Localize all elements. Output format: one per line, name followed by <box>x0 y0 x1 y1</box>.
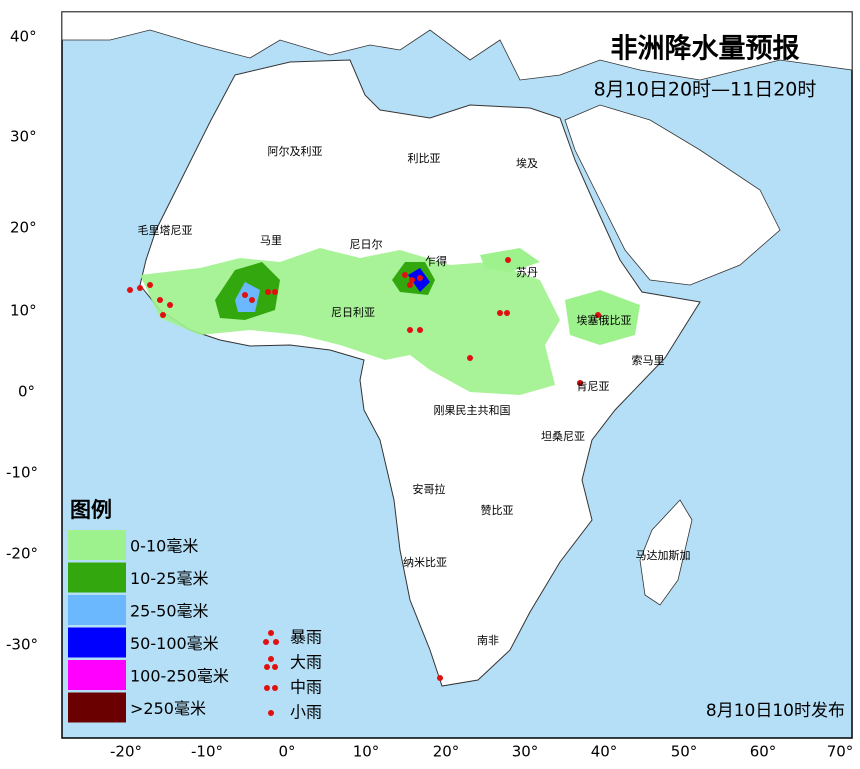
lon-label: 0° <box>278 743 295 761</box>
country-label: 尼日利亚 <box>331 306 375 319</box>
symbol-label: 暴雨 <box>290 628 322 647</box>
lon-label: 10° <box>353 743 380 761</box>
country-label: 尼日尔 <box>350 238 383 251</box>
country-label: 埃塞俄比亚 <box>577 313 632 327</box>
legend-label: 100-250毫米 <box>130 667 229 686</box>
lon-label: 20° <box>433 743 460 761</box>
country-label: 马达加斯加 <box>636 549 691 562</box>
lat-label: -20° <box>6 545 38 563</box>
country-label: 利比亚 <box>408 152 441 165</box>
symbol-label: 大雨 <box>290 653 322 672</box>
rain-0-10 <box>565 290 640 345</box>
legend-title: 图例 <box>70 498 112 522</box>
lon-label: 30° <box>512 743 539 761</box>
symbol-dot <box>273 639 279 645</box>
symbol-dot <box>268 656 274 662</box>
lat-label: 10° <box>10 302 37 320</box>
country-label: 阿尔及利亚 <box>268 145 323 158</box>
symbol-dot <box>272 664 278 670</box>
legend-label: >250毫米 <box>130 699 206 718</box>
country-label: 坦桑尼亚 <box>541 429 585 443</box>
lon-label: 70° <box>827 743 854 761</box>
lon-label: 60° <box>750 743 777 761</box>
madagascar <box>639 499 693 606</box>
issued: 8月10日10时发布 <box>706 701 845 721</box>
arabia <box>564 104 781 286</box>
country-label: 安哥拉 <box>413 482 446 496</box>
country-label: 毛里塔尼亚 <box>138 224 193 237</box>
lon-labels: -20° -10° 0° 10° 20° 30° 40° 50° 60° 70° <box>110 743 853 761</box>
legend-swatch <box>68 627 126 658</box>
legend: 0-10毫米 10-25毫米 25-50毫米 50-100毫米 100-250毫米 >25… <box>68 530 229 723</box>
subtitle: 8月10日20时—11日20时 <box>594 79 817 101</box>
symbol-dot <box>268 710 274 716</box>
country-label: 埃及 <box>516 156 538 170</box>
lon-label: -20° <box>110 743 142 761</box>
legend-label: 25-50毫米 <box>130 602 209 621</box>
europe <box>61 11 853 81</box>
country-label: 纳米比亚 <box>403 556 447 569</box>
rain-25-50 <box>235 282 260 312</box>
rain-dots <box>127 257 601 681</box>
lat-label: -10° <box>6 464 38 482</box>
legend-swatch <box>68 660 126 690</box>
country-label: 马里 <box>260 234 282 247</box>
lat-label: 40° <box>10 28 37 46</box>
symbol-dot <box>272 685 278 691</box>
country-label: 索马里 <box>632 353 665 367</box>
legend-swatch <box>68 562 126 593</box>
country-label: 刚果民主共和国 <box>434 404 511 417</box>
lon-label: 40° <box>591 743 618 761</box>
lon-label: 50° <box>671 743 698 761</box>
legend-swatch <box>68 692 126 723</box>
legend-label: 0-10毫米 <box>130 537 198 556</box>
country-label: 南非 <box>477 634 499 647</box>
symbol-label: 小雨 <box>290 703 322 722</box>
symbol-dot <box>268 630 274 636</box>
lat-label: 20° <box>10 219 37 237</box>
title: 非洲降水量预报 <box>611 34 800 65</box>
symbol-dot <box>264 685 270 691</box>
country-labels: 阿尔及利亚 利比亚 埃及 毛里塔尼亚 马里 尼日尔 乍得 苏丹 尼日利亚 埃塞俄… <box>138 145 691 647</box>
symbol-label: 中雨 <box>290 678 322 697</box>
lat-label: 0° <box>18 383 35 401</box>
country-label: 乍得 <box>425 254 447 268</box>
legend-swatch <box>68 530 126 560</box>
country-label: 赞比亚 <box>481 504 514 517</box>
symbol-dot <box>264 664 270 670</box>
lat-label: -30° <box>6 636 38 654</box>
lon-label: -10° <box>191 743 223 761</box>
country-label: 苏丹 <box>516 266 538 279</box>
legend-label: 50-100毫米 <box>130 634 219 653</box>
country-label: 肯尼亚 <box>577 380 610 393</box>
lat-labels: 40° 30° 20° 10° 0° -10° -20° -30° <box>6 28 38 654</box>
legend-label: 10-25毫米 <box>130 569 209 588</box>
legend-swatch <box>68 595 126 625</box>
lat-label: 30° <box>10 128 37 146</box>
symbol-dot <box>263 639 269 645</box>
